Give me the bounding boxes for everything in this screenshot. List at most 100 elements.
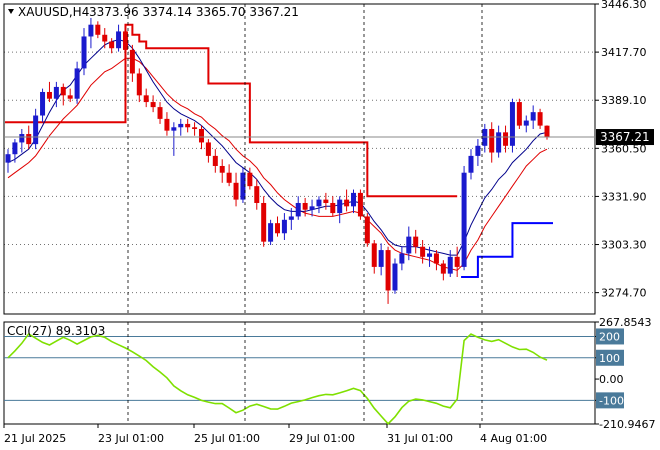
- time-tick-label: 23 Jul 01:00: [98, 432, 164, 445]
- candle: [378, 243, 384, 276]
- price-tick-label: 3274.70: [601, 287, 647, 300]
- candle: [171, 122, 177, 156]
- trailing-stop-red-line: [5, 23, 458, 198]
- candle-body: [468, 155, 474, 173]
- price-tick-label: 3331.90: [601, 190, 647, 203]
- candle: [150, 95, 156, 113]
- candle-body: [344, 199, 350, 207]
- candle: [12, 139, 18, 163]
- candle: [468, 149, 474, 180]
- candle: [116, 24, 122, 52]
- candle: [427, 246, 433, 267]
- candle: [240, 167, 246, 203]
- candle: [302, 197, 308, 217]
- time-tick-label: 21 Jul 2025: [4, 432, 66, 445]
- dropdown-triangle-icon[interactable]: [8, 9, 14, 14]
- candle: [475, 139, 481, 166]
- candle-body: [171, 127, 177, 131]
- candle: [392, 258, 398, 294]
- candle: [95, 21, 101, 39]
- cci-tick-label: 0.00: [599, 373, 624, 386]
- cci-line: [7, 332, 548, 425]
- candle-body: [240, 172, 246, 200]
- candle: [385, 246, 391, 304]
- time-tick-label: 4 Aug 01:00: [480, 432, 547, 445]
- price-tick-label: 3303.30: [601, 239, 647, 252]
- candle: [143, 88, 149, 108]
- candle-body: [537, 112, 543, 126]
- candle: [109, 38, 115, 54]
- vertical-grid: [127, 4, 483, 424]
- candle: [330, 196, 336, 217]
- candle-body: [475, 145, 481, 156]
- candle-body: [268, 223, 274, 242]
- symbol-label: XAUUSD,H4: [18, 5, 89, 19]
- candle-body: [46, 91, 52, 99]
- candle-body: [157, 107, 163, 119]
- candle-body: [399, 253, 405, 264]
- candle: [5, 149, 11, 173]
- candle-body: [357, 192, 363, 217]
- candle-body: [81, 36, 87, 69]
- candle-body: [185, 123, 191, 128]
- candle-body: [323, 199, 329, 203]
- candle-body: [129, 49, 135, 74]
- candle: [357, 189, 363, 220]
- candle-body: [122, 31, 128, 50]
- candle: [178, 118, 184, 136]
- candle-body: [440, 263, 446, 274]
- candle: [399, 246, 405, 271]
- candle-body: [88, 24, 94, 37]
- price-panel-frame: [3, 3, 596, 315]
- candle-body: [5, 154, 11, 163]
- candle: [226, 164, 232, 187]
- candle: [440, 260, 446, 281]
- candle-body: [116, 31, 122, 49]
- candle: [67, 88, 73, 103]
- price-grid: [4, 3, 595, 294]
- candle: [433, 250, 439, 271]
- candle: [19, 128, 25, 153]
- candle: [205, 139, 211, 163]
- candle-body: [281, 219, 287, 234]
- candle: [81, 28, 87, 76]
- candle: [122, 28, 128, 55]
- price-panel: 3446.30 3417.70 3389.10 3360.50 3331.90 3303.…: [3, 0, 654, 315]
- cci-tick-label: 100: [599, 352, 620, 365]
- cci-level-box: [596, 392, 624, 409]
- candle-body: [295, 202, 301, 217]
- candle-body: [509, 102, 515, 146]
- candle-body: [226, 172, 232, 183]
- candle: [489, 122, 495, 163]
- candle: [212, 149, 218, 173]
- candle: [281, 213, 287, 240]
- candle: [316, 196, 322, 214]
- candle: [496, 125, 502, 158]
- cci-level-box: [596, 328, 624, 345]
- candle: [102, 28, 108, 49]
- candle-body: [378, 250, 384, 267]
- candle-body: [392, 263, 398, 291]
- candle-body: [164, 118, 170, 131]
- candle: [254, 179, 260, 210]
- candle: [219, 159, 225, 183]
- candle-body: [316, 199, 322, 207]
- candle-body: [371, 243, 377, 267]
- candle: [60, 83, 66, 106]
- symbol-header: XAUUSD,H4 3373.96 3374.14 3365.70 3367.2…: [8, 5, 299, 19]
- cci-panel-frame: [3, 321, 596, 425]
- candle: [33, 108, 39, 150]
- candle: [164, 112, 170, 136]
- candle: [74, 61, 80, 104]
- cci-tick-label: 267.8543: [599, 316, 652, 329]
- price-tick-label: 3417.70: [601, 46, 647, 59]
- candle-body: [254, 186, 260, 203]
- candle-body: [544, 125, 550, 138]
- candle: [516, 98, 522, 129]
- candle: [268, 219, 274, 246]
- price-tick-label: 3360.50: [601, 142, 647, 155]
- candle-body: [530, 112, 536, 121]
